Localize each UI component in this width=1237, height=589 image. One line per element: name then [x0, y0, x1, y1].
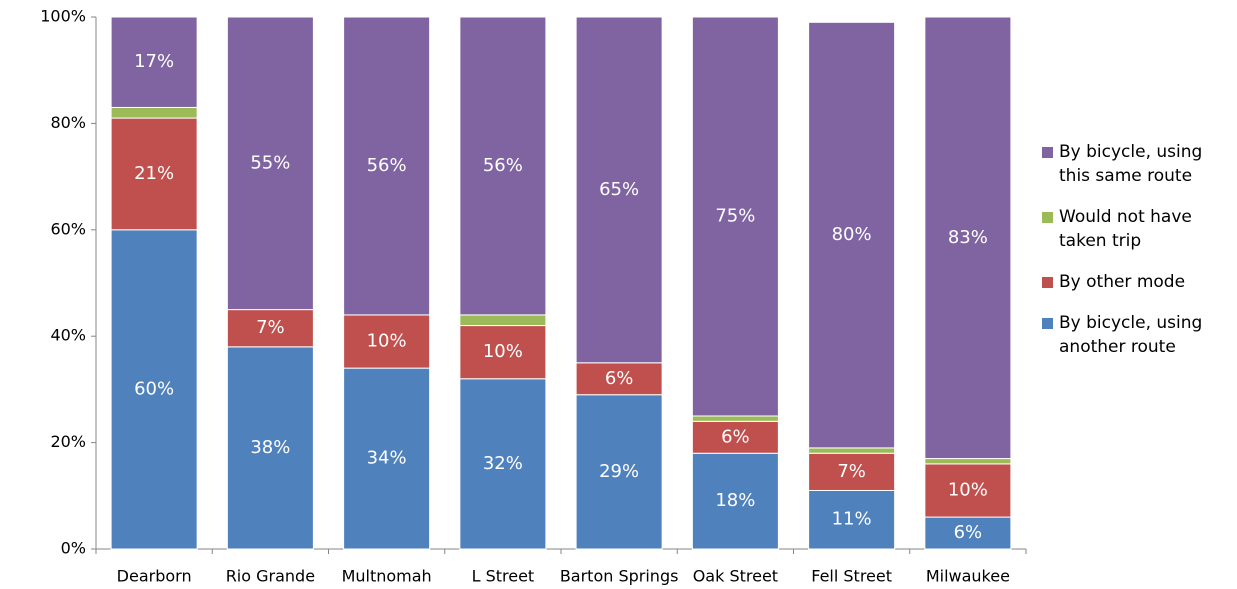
legend-label: By bicycle, using this same route — [1059, 142, 1203, 186]
bar-segment — [343, 16, 431, 316]
value-label: 34% — [367, 448, 407, 469]
bar-segment — [691, 452, 779, 550]
x-tick-label: Milwaukee — [926, 567, 1010, 586]
y-tick-label: 40% — [50, 326, 86, 345]
value-label: 80% — [832, 224, 872, 245]
legend-label: By bicycle, using another route — [1059, 313, 1203, 357]
x-tick-label: Multnomah — [342, 567, 432, 586]
value-label: 6% — [605, 368, 634, 389]
x-tick-label: L Street — [472, 567, 535, 586]
bar-segment — [110, 117, 198, 231]
value-label: 10% — [367, 331, 407, 352]
value-label: 7% — [256, 317, 285, 338]
bar-segment — [808, 447, 896, 454]
bar-segment — [808, 21, 896, 449]
bar-segment — [459, 314, 547, 327]
value-label: 56% — [483, 155, 523, 176]
value-label: 32% — [483, 453, 523, 474]
value-label: 56% — [367, 155, 407, 176]
bar-segment — [226, 346, 314, 550]
value-label: 83% — [948, 227, 988, 248]
bar-segment — [226, 309, 314, 348]
value-label: 7% — [837, 461, 866, 482]
bar-segment — [924, 458, 1012, 465]
x-tick-label: Fell Street — [811, 567, 892, 586]
y-tick-label: 100% — [40, 7, 86, 26]
value-label: 17% — [134, 51, 174, 72]
legend-swatch — [1042, 277, 1053, 288]
chart: 0% 20% 40% 60% 80% 100% Dearborn 60% 21% 17% Rio G… — [40, 7, 1027, 586]
x-tick-label: Barton Springs — [560, 567, 679, 586]
legend-item: By bicycle, using another route — [1042, 311, 1222, 359]
legend-swatch — [1042, 318, 1053, 329]
bar-segment — [110, 106, 198, 119]
value-label: 18% — [715, 490, 755, 511]
value-label: 75% — [715, 206, 755, 227]
bar-segment — [808, 489, 896, 550]
legend-item: Would not have taken trip — [1042, 205, 1222, 253]
value-label: 6% — [721, 426, 750, 447]
value-label: 60% — [134, 378, 174, 399]
bar-segment — [575, 394, 663, 550]
bar-segment — [575, 16, 663, 364]
value-label: 6% — [954, 522, 983, 543]
legend-swatch — [1042, 147, 1053, 158]
bar-segment — [691, 16, 779, 417]
y-tick-label: 20% — [50, 432, 86, 451]
legend-item: By bicycle, using this same route — [1042, 140, 1222, 188]
bar-segment — [924, 16, 1012, 460]
bar-segment — [924, 463, 1012, 518]
bar-segment — [110, 16, 198, 108]
bar-segment — [110, 229, 198, 550]
value-label: 29% — [599, 461, 639, 482]
bar-segment — [343, 314, 431, 369]
value-label: 10% — [948, 479, 988, 500]
value-label: 38% — [250, 437, 290, 458]
legend-label: Would not have taken trip — [1059, 207, 1192, 251]
bar-segment — [575, 362, 663, 396]
value-label: 11% — [832, 509, 872, 530]
bar-segment — [459, 378, 547, 550]
legend-item: By other mode — [1042, 270, 1222, 294]
legend-label: By other mode — [1059, 272, 1186, 292]
value-label: 65% — [599, 179, 639, 200]
bar-segment — [691, 420, 779, 454]
bar-segment — [226, 16, 314, 311]
y-tick-label: 80% — [50, 113, 86, 132]
y-tick-label: 60% — [50, 219, 86, 238]
value-label: 55% — [250, 152, 290, 173]
bar-segment — [924, 516, 1012, 550]
x-tick-label: Oak Street — [693, 567, 778, 586]
value-label: 21% — [134, 163, 174, 184]
x-tick-label: Dearborn — [117, 567, 192, 586]
y-tick-label: 0% — [61, 539, 86, 558]
bar-segment — [691, 415, 779, 422]
x-tick-label: Rio Grande — [226, 567, 315, 586]
bar-segment — [459, 16, 547, 316]
legend: By bicycle, using this same route Would n… — [1042, 140, 1222, 376]
legend-swatch — [1042, 212, 1053, 223]
value-label: 10% — [483, 341, 523, 362]
